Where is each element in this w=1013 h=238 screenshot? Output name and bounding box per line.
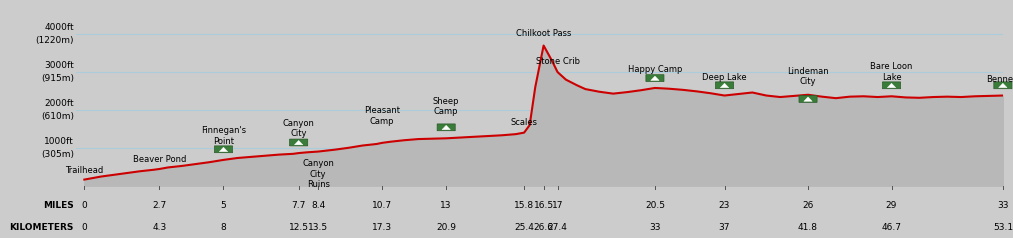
Text: 37: 37 <box>719 223 730 232</box>
Text: (305m): (305m) <box>42 150 74 159</box>
Polygon shape <box>219 147 228 152</box>
Text: 20.9: 20.9 <box>437 223 456 232</box>
Polygon shape <box>442 125 451 130</box>
Text: Lindeman
City: Lindeman City <box>787 67 829 86</box>
Text: (1220m): (1220m) <box>35 36 74 45</box>
Text: 5: 5 <box>221 201 226 210</box>
Text: 17: 17 <box>552 201 563 210</box>
Text: (915m): (915m) <box>42 74 74 83</box>
Text: 41.8: 41.8 <box>798 223 819 232</box>
Text: MILES: MILES <box>44 201 74 210</box>
Text: 27.4: 27.4 <box>548 223 567 232</box>
FancyBboxPatch shape <box>882 82 901 89</box>
FancyBboxPatch shape <box>646 75 664 82</box>
Text: 7.7: 7.7 <box>292 201 306 210</box>
FancyBboxPatch shape <box>994 82 1012 89</box>
Text: Chilkoot Pass: Chilkoot Pass <box>516 29 571 38</box>
Text: Sheep
Camp: Sheep Camp <box>433 97 460 116</box>
Text: 26.6: 26.6 <box>534 223 553 232</box>
Polygon shape <box>720 83 728 88</box>
FancyBboxPatch shape <box>215 146 233 153</box>
Text: (610m): (610m) <box>42 112 74 121</box>
Text: 20.5: 20.5 <box>645 201 665 210</box>
FancyBboxPatch shape <box>438 124 455 131</box>
Text: 4.3: 4.3 <box>152 223 166 232</box>
Text: Deep Lake: Deep Lake <box>702 73 747 82</box>
Text: 0: 0 <box>81 201 87 210</box>
Text: Trailhead: Trailhead <box>65 166 103 175</box>
Text: 33: 33 <box>997 201 1009 210</box>
Text: 3000ft: 3000ft <box>45 61 74 70</box>
Text: 29: 29 <box>885 201 898 210</box>
Text: Scales: Scales <box>511 118 538 127</box>
Text: Stone Crib: Stone Crib <box>536 57 579 66</box>
Text: Canyon
City: Canyon City <box>283 119 315 138</box>
Text: 53.1: 53.1 <box>993 223 1013 232</box>
Text: 13.5: 13.5 <box>308 223 328 232</box>
Text: 23: 23 <box>719 201 730 210</box>
Text: 4000ft: 4000ft <box>45 23 74 32</box>
Text: Finnegan's
Point: Finnegan's Point <box>201 126 246 145</box>
Text: 33: 33 <box>649 223 660 232</box>
Polygon shape <box>804 97 812 101</box>
Text: 17.3: 17.3 <box>372 223 392 232</box>
Polygon shape <box>295 140 303 145</box>
Text: 8: 8 <box>221 223 226 232</box>
Text: 16.5: 16.5 <box>534 201 554 210</box>
Polygon shape <box>887 83 895 88</box>
Text: 2.7: 2.7 <box>152 201 166 210</box>
Text: 15.8: 15.8 <box>514 201 534 210</box>
FancyBboxPatch shape <box>290 139 308 146</box>
Text: 12.5: 12.5 <box>289 223 309 232</box>
Polygon shape <box>999 83 1007 88</box>
Polygon shape <box>650 76 659 80</box>
Text: Beaver Pond: Beaver Pond <box>133 155 186 164</box>
Text: 0: 0 <box>81 223 87 232</box>
Text: Bennett: Bennett <box>986 75 1013 84</box>
Text: 25.4: 25.4 <box>515 223 534 232</box>
Text: 13: 13 <box>441 201 452 210</box>
Text: 10.7: 10.7 <box>372 201 392 210</box>
Text: KILOMETERS: KILOMETERS <box>9 223 74 232</box>
Text: 1000ft: 1000ft <box>45 137 74 146</box>
Text: 8.4: 8.4 <box>311 201 325 210</box>
FancyBboxPatch shape <box>799 95 817 102</box>
Text: 46.7: 46.7 <box>881 223 902 232</box>
Text: Pleasant
Camp: Pleasant Camp <box>364 106 400 126</box>
FancyBboxPatch shape <box>715 82 733 89</box>
Text: Bare Loon
Lake: Bare Loon Lake <box>870 62 913 82</box>
Text: Canyon
City
Ruins: Canyon City Ruins <box>302 159 334 189</box>
Text: Happy Camp: Happy Camp <box>628 65 682 74</box>
Text: 26: 26 <box>802 201 813 210</box>
Text: 2000ft: 2000ft <box>45 99 74 108</box>
